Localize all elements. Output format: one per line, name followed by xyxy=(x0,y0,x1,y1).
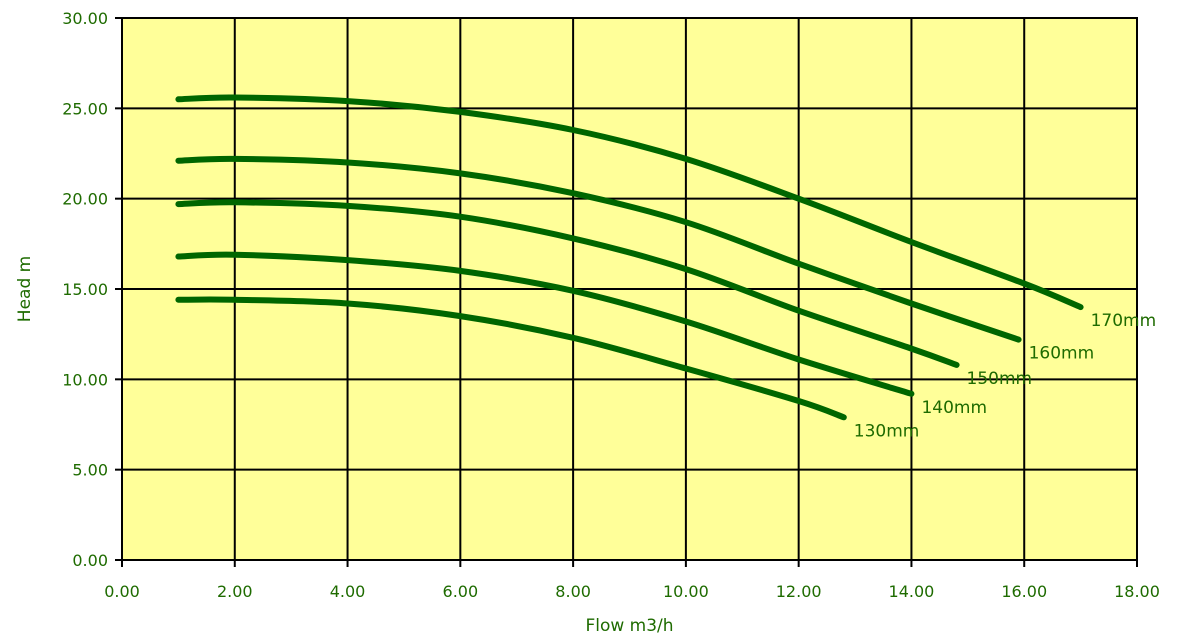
y-axis-title: Head m xyxy=(15,256,35,322)
y-tick-label: 30.00 xyxy=(62,9,108,28)
y-tick-label: 0.00 xyxy=(72,551,108,570)
y-axis-ticks: 0.00 5.00 10.00 15.00 20.00 25.00 30.00 xyxy=(62,9,122,570)
series-line-160mm xyxy=(175,155,1022,343)
x-tick-label: 16.00 xyxy=(1001,582,1047,601)
series-label-140mm: 140mm xyxy=(921,398,987,418)
series-label-130mm: 130mm xyxy=(854,421,920,441)
x-tick-label: 4.00 xyxy=(330,582,366,601)
y-tick-label: 10.00 xyxy=(62,370,108,389)
y-tick-label: 5.00 xyxy=(72,461,108,480)
x-tick-label: 12.00 xyxy=(776,582,822,601)
series-label-150mm: 150mm xyxy=(967,369,1033,389)
series-line-150mm xyxy=(175,199,960,368)
x-tick-label: 14.00 xyxy=(889,582,935,601)
series-line-130mm xyxy=(175,296,847,421)
series-line-170mm xyxy=(175,94,1084,311)
x-tick-label: 2.00 xyxy=(217,582,253,601)
series-label-160mm: 160mm xyxy=(1029,344,1095,364)
x-tick-label: 0.00 xyxy=(104,582,140,601)
y-tick-label: 25.00 xyxy=(62,99,108,118)
x-tick-label: 18.00 xyxy=(1114,582,1160,601)
y-tick-label: 20.00 xyxy=(62,190,108,209)
y-tick-label: 15.00 xyxy=(62,280,108,299)
x-tick-label: 8.00 xyxy=(555,582,591,601)
series-label-170mm: 170mm xyxy=(1091,311,1157,331)
series-layer xyxy=(175,94,1084,421)
x-axis-ticks: 0.00 2.00 4.00 6.00 8.00 10.00 12.00 14.00 16.00… xyxy=(104,560,1160,601)
x-axis-title: Flow m3/h xyxy=(585,616,673,636)
x-tick-label: 10.00 xyxy=(663,582,709,601)
series-line-140mm xyxy=(175,251,915,397)
x-tick-label: 6.00 xyxy=(443,582,479,601)
